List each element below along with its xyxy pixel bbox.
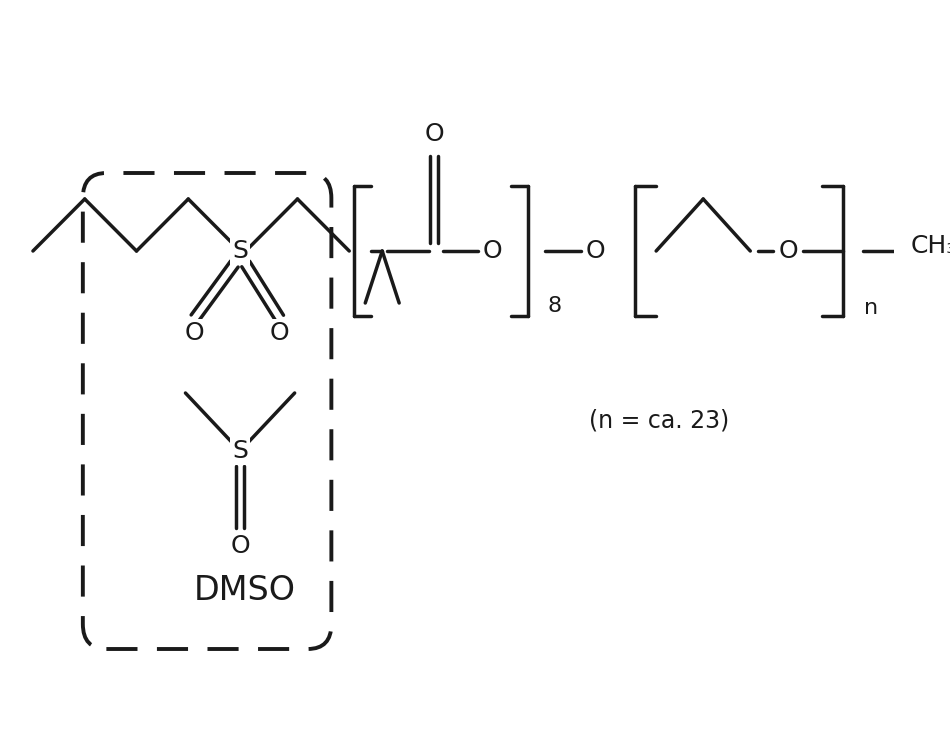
Text: O: O	[185, 321, 204, 345]
Text: CH₃: CH₃	[911, 234, 950, 258]
Text: S: S	[232, 439, 248, 463]
Text: S: S	[232, 239, 248, 263]
Text: O: O	[483, 239, 503, 263]
Text: 8: 8	[547, 296, 561, 316]
Text: O: O	[230, 534, 250, 558]
Text: O: O	[270, 321, 290, 345]
Text: DMSO: DMSO	[194, 575, 295, 608]
Text: O: O	[424, 122, 444, 146]
Text: (n = ca. 23): (n = ca. 23)	[589, 409, 729, 433]
Text: O: O	[586, 239, 606, 263]
Text: n: n	[864, 298, 878, 318]
Text: O: O	[778, 239, 798, 263]
